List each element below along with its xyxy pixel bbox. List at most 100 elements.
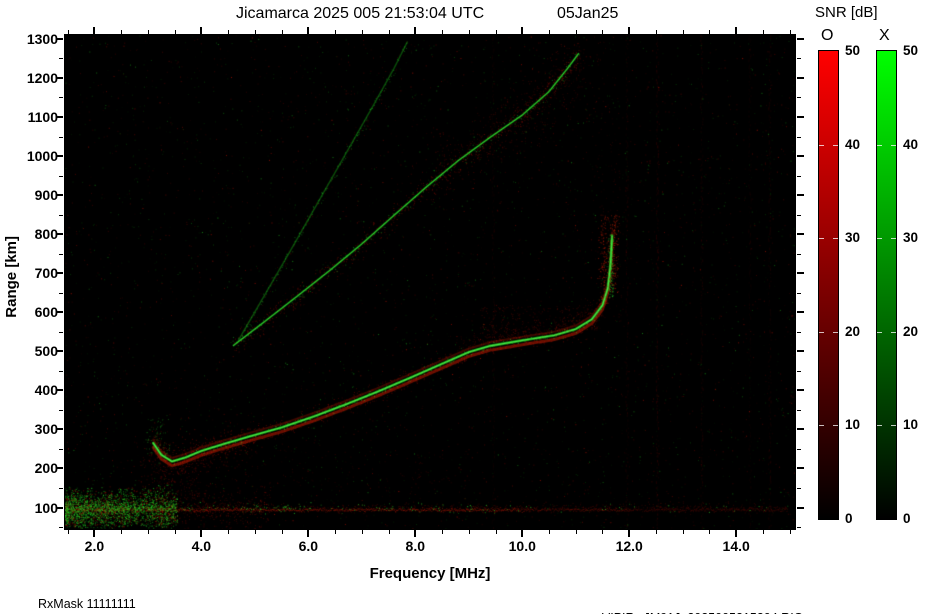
y-tick-mark	[797, 116, 804, 118]
y-tick-mark	[56, 506, 63, 509]
y-minor-tick-mark	[797, 370, 801, 372]
y-tick-mark	[56, 350, 63, 353]
y-tick-mark	[56, 37, 63, 40]
footer-file: JM91J_2025005215304.RIQ	[644, 611, 804, 614]
colorbar-tick-label: 20	[845, 323, 861, 339]
colorbar-tick-label: 20	[903, 323, 919, 339]
y-tick-mark	[56, 233, 63, 236]
x-minor-tick-mark	[442, 30, 444, 34]
x-minor-tick-mark	[147, 530, 149, 534]
x-tick-mark	[200, 27, 203, 34]
x-tick-label: 2.0	[84, 538, 105, 554]
y-minor-tick-mark	[797, 527, 801, 529]
x-minor-tick-mark	[548, 530, 550, 534]
y-tick-mark	[797, 467, 804, 470]
colorbar-tick-mark	[833, 331, 838, 333]
y-minor-tick-mark	[797, 331, 801, 333]
y-tick-mark	[797, 76, 804, 79]
colorbar-tick-mark	[891, 238, 896, 240]
x-axis-label: Frequency [MHz]	[369, 565, 491, 582]
x-minor-tick-mark	[709, 30, 711, 34]
ionogram-canvas	[65, 35, 795, 529]
colorbar-tick-mark	[833, 144, 838, 146]
y-tick-mark	[56, 428, 63, 431]
y-tick-mark	[797, 37, 804, 40]
y-tick-label: 600	[34, 304, 58, 321]
x-minor-tick-mark	[682, 530, 684, 534]
x-tick-mark	[307, 530, 310, 537]
colorbar-tick-label: 0	[903, 511, 911, 526]
y-minor-tick-mark	[797, 58, 801, 60]
x-tick-mark	[628, 27, 631, 34]
y-tick-mark	[797, 311, 804, 314]
y-tick-mark	[797, 350, 804, 353]
x-tick-mark	[414, 27, 417, 34]
x-minor-tick-mark	[468, 530, 470, 534]
y-minor-tick-mark	[59, 214, 63, 216]
colorbar-tick-label: 50	[903, 43, 919, 58]
y-minor-tick-mark	[797, 409, 801, 411]
colorbar-tick-mark	[877, 238, 882, 240]
x-minor-tick-mark	[67, 30, 69, 34]
y-minor-tick-mark	[797, 214, 801, 216]
x-minor-tick-mark	[335, 30, 337, 34]
y-minor-tick-mark	[797, 448, 801, 450]
x-tick-mark	[93, 530, 96, 537]
footer-rxmask: RxMask 11111111	[38, 597, 136, 611]
y-tick-mark	[797, 233, 804, 236]
colorbar-o	[818, 50, 839, 520]
y-tick-label: 1100	[27, 109, 58, 125]
x-minor-tick-mark	[495, 530, 497, 534]
colorbar-tick-mark	[891, 144, 896, 146]
x-minor-tick-mark	[174, 30, 176, 34]
y-minor-tick-mark	[59, 253, 63, 255]
colorbar-tick-mark	[891, 331, 896, 333]
x-minor-tick-mark	[361, 30, 363, 34]
x-minor-tick-mark	[281, 530, 283, 534]
x-tick-label: 8.0	[405, 538, 426, 554]
y-tick-mark	[56, 116, 63, 118]
x-tick-mark	[735, 27, 738, 34]
y-tick-mark	[56, 272, 63, 275]
colorbar-tick-label: 10	[845, 417, 861, 433]
colorbar-tick-label: 10	[903, 417, 919, 433]
x-minor-tick-mark	[762, 530, 764, 534]
colorbar-tick-label: 0	[845, 511, 853, 526]
y-tick-mark	[56, 467, 63, 470]
x-tick-mark	[307, 27, 310, 34]
x-minor-tick-mark	[682, 30, 684, 34]
colorbar-tick-mark	[819, 238, 824, 240]
y-tick-label: 800	[34, 226, 58, 243]
plot-frame	[64, 34, 796, 530]
x-tick-label: 4.0	[191, 538, 212, 554]
y-minor-tick-mark	[797, 97, 801, 99]
x-minor-tick-mark	[147, 30, 149, 34]
y-minor-tick-mark	[59, 487, 63, 489]
colorbar-x-label: X	[879, 27, 890, 44]
y-minor-tick-mark	[797, 292, 801, 294]
colorbar-tick-mark	[819, 331, 824, 333]
colorbar-tick-mark	[877, 144, 882, 146]
y-tick-mark	[797, 155, 804, 158]
x-minor-tick-mark	[789, 530, 791, 534]
y-tick-label: 200	[34, 460, 58, 477]
x-minor-tick-mark	[442, 530, 444, 534]
x-tick-mark	[93, 27, 96, 34]
colorbar-tick-mark	[833, 425, 838, 427]
x-minor-tick-mark	[254, 530, 256, 534]
x-minor-tick-mark	[254, 30, 256, 34]
colorbar-tick-mark	[877, 331, 882, 333]
x-minor-tick-mark	[281, 30, 283, 34]
y-tick-label: 1300	[26, 30, 58, 47]
y-minor-tick-mark	[797, 136, 801, 138]
x-minor-tick-mark	[602, 530, 604, 534]
footer-filename: VIPIR JM91J_2025005215304.RIQ	[588, 597, 812, 614]
x-tick-mark	[200, 530, 203, 537]
colorbar-tick-label: 40	[845, 136, 861, 152]
y-minor-tick-mark	[59, 136, 63, 138]
x-minor-tick-mark	[495, 30, 497, 34]
y-tick-mark	[56, 389, 63, 392]
x-minor-tick-mark	[388, 530, 390, 534]
x-minor-tick-mark	[121, 530, 123, 534]
